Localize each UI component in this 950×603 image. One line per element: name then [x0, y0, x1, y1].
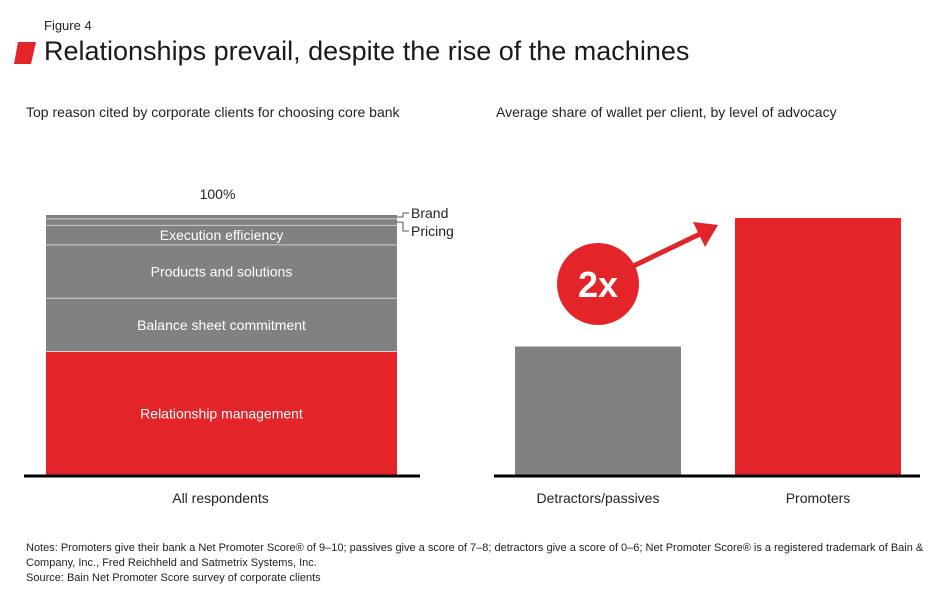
stacked-bar-chart: Relationship management Balance sheet com… — [24, 186, 454, 506]
growth-arrow-head-icon — [693, 222, 718, 247]
bar-segment-products-and-solutions — [46, 244, 397, 299]
outside-label-pricing: Pricing — [411, 223, 454, 239]
title-marker-icon — [14, 42, 36, 64]
bar-segment-balance-sheet-commitment — [46, 298, 397, 352]
outside-label-brand: Brand — [411, 205, 448, 221]
right-chart-title: Average share of wallet per client, by l… — [496, 104, 837, 120]
page-title: Relationships prevail, despite the rise … — [44, 36, 690, 66]
category-label-promoters: Promoters — [786, 490, 851, 506]
bar-detractors-passives — [515, 346, 681, 475]
bar-segment-pricing — [46, 218, 397, 226]
share-of-wallet-chart: Detractors/passives Promoters 2x — [494, 218, 920, 506]
segment-label-balance-sheet-commitment: Balance sheet commitment — [137, 317, 306, 333]
multiplier-badge — [557, 243, 639, 325]
figure-label: Figure 4 — [44, 18, 92, 33]
segment-label-relationship-management: Relationship management — [140, 405, 303, 421]
source-text: Source: Bain Net Promoter Score survey o… — [26, 572, 321, 584]
total-label: 100% — [200, 186, 236, 202]
segment-label-execution-efficiency: Execution efficiency — [160, 227, 283, 243]
segment-label-products-and-solutions: Products and solutions — [151, 264, 293, 280]
leader-line — [397, 212, 409, 218]
multiplier-label: 2x — [578, 264, 618, 305]
notes-block: Notes: Promoters give their bank a Net P… — [26, 541, 931, 586]
left-chart-title: Top reason cited by corporate clients fo… — [26, 104, 400, 120]
category-label: All respondents — [172, 490, 269, 506]
category-label-detractors-passives: Detractors/passives — [537, 490, 660, 506]
bar-segment-execution-efficiency — [46, 225, 397, 245]
bar-segment-brand — [46, 215, 397, 219]
bar-segment-relationship-management — [46, 351, 397, 475]
leader-line — [397, 221, 409, 232]
notes-text: Notes: Promoters give their bank a Net P… — [26, 542, 924, 569]
bar-promoters — [735, 218, 901, 475]
